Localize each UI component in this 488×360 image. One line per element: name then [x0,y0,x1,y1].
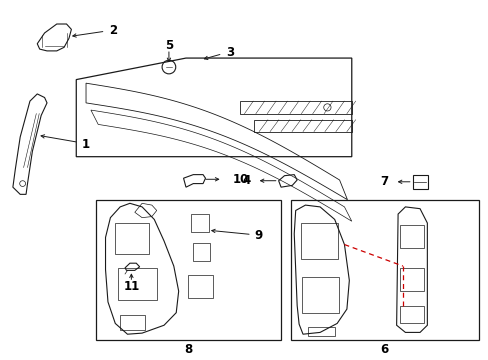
Bar [412,175,427,189]
Text: 2: 2 [108,24,117,37]
Bar [302,277,338,313]
Bar [188,275,212,298]
Bar [290,200,478,339]
Text: 7: 7 [380,175,387,188]
Text: 8: 8 [184,343,192,356]
Bar [115,223,149,253]
Bar [120,315,144,330]
Text: 5: 5 [164,39,173,52]
Bar [301,223,337,259]
Bar [399,306,423,323]
Bar [118,268,157,300]
Bar [399,225,423,248]
Bar [307,327,334,336]
Text: 11: 11 [123,280,139,293]
Bar [399,268,423,291]
Bar [96,200,281,339]
Bar [193,243,210,261]
Text: 4: 4 [242,174,250,187]
Text: 9: 9 [253,229,262,242]
Text: 10: 10 [232,173,248,186]
Text: 6: 6 [380,343,388,356]
Text: 3: 3 [225,46,233,59]
Text: 1: 1 [82,138,90,150]
Bar [190,214,209,232]
